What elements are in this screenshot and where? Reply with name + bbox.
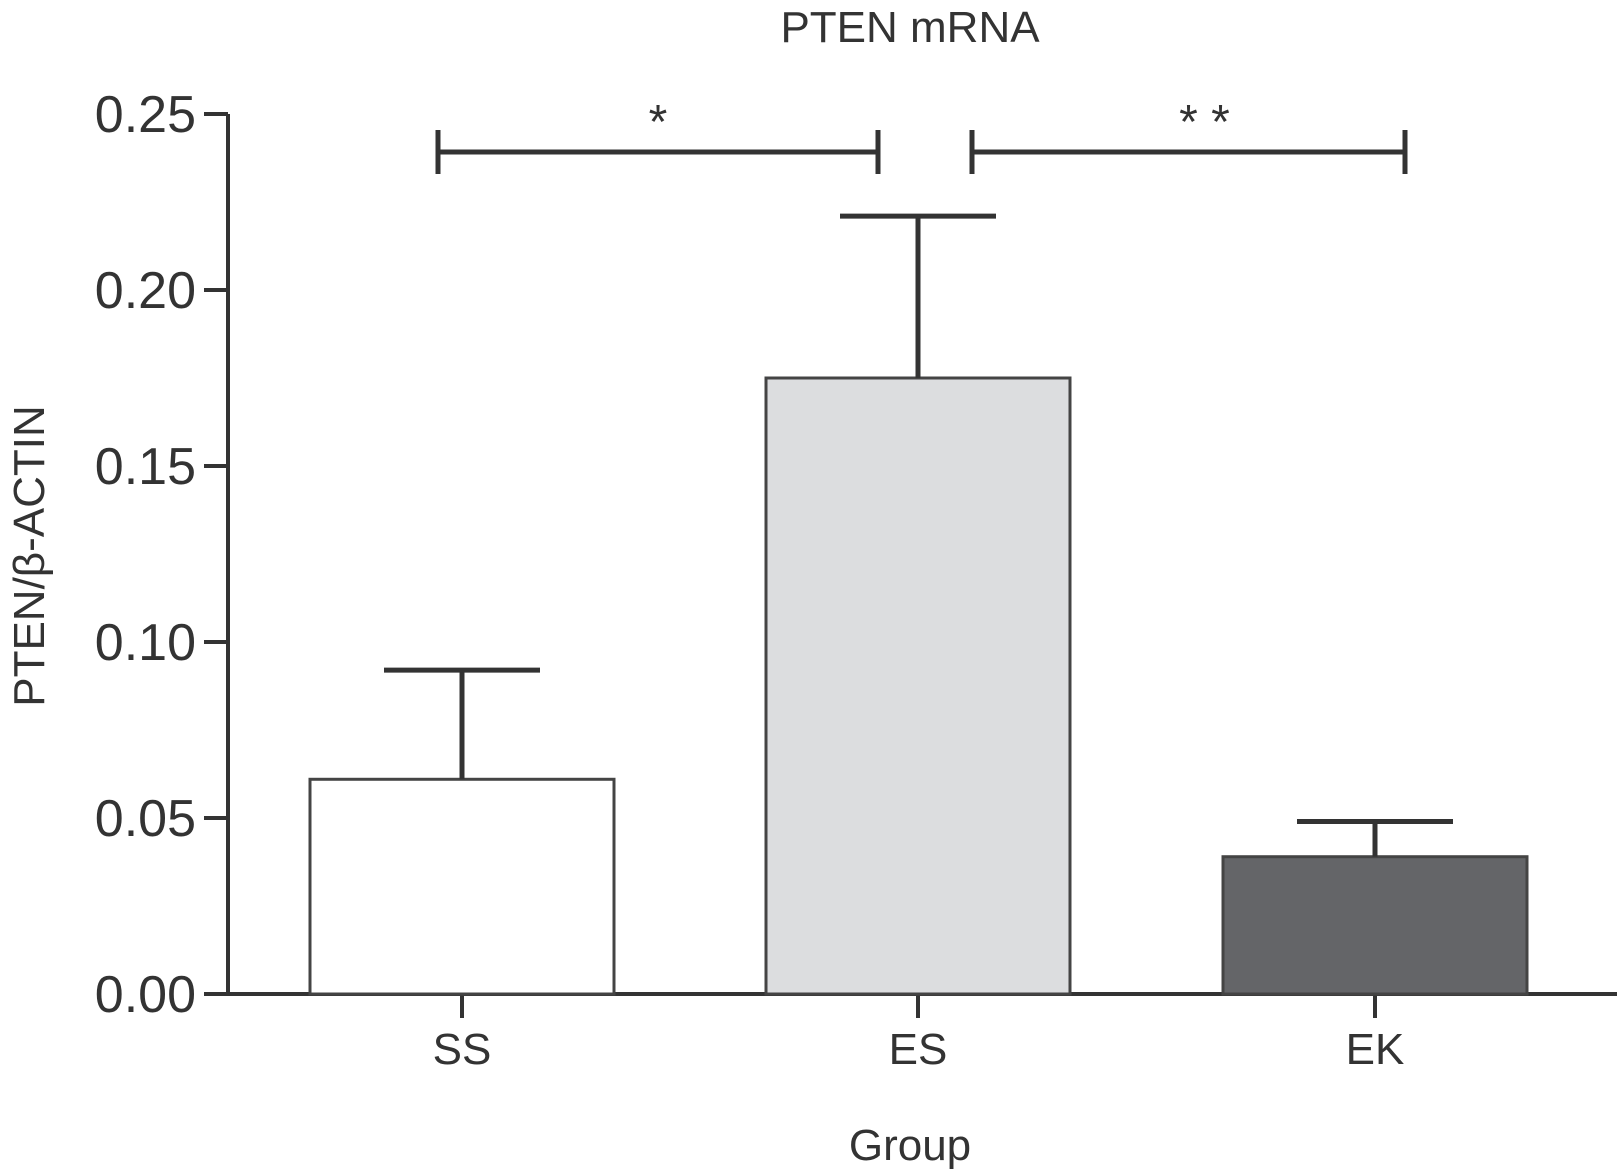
x-axis-label: Group xyxy=(849,1121,971,1170)
y-tick-label: 0.10 xyxy=(95,614,196,672)
chart-title: PTEN mRNA xyxy=(780,3,1040,52)
y-tick-label: 0.15 xyxy=(95,438,196,496)
bar xyxy=(308,777,616,996)
significance-brackets: * * * xyxy=(435,96,1408,174)
bar xyxy=(1221,855,1529,996)
y-tick-label: 0.00 xyxy=(95,966,196,1024)
significance-label: * xyxy=(649,96,668,149)
y-tick-label: 0.20 xyxy=(95,262,196,320)
error-bars xyxy=(384,213,1453,857)
axes: 0.00 0.05 0.10 0.15 0.20 0.25 SS ES EK xyxy=(95,86,1617,1074)
bars xyxy=(308,376,1529,996)
y-tick-label: 0.05 xyxy=(95,790,196,848)
y-axis-label: PTEN/β-ACTIN xyxy=(5,405,54,707)
x-tick-label: SS xyxy=(433,1025,492,1074)
bar xyxy=(764,376,1072,996)
significance-label: * * xyxy=(1179,96,1230,149)
y-tick-label: 0.25 xyxy=(95,86,196,144)
x-tick-label: EK xyxy=(1346,1025,1405,1074)
x-tick-label: ES xyxy=(889,1025,948,1074)
